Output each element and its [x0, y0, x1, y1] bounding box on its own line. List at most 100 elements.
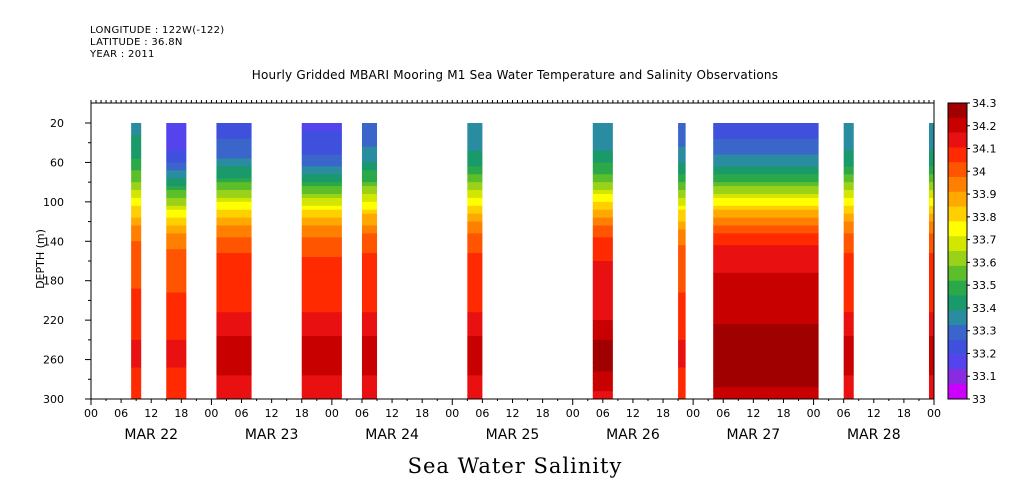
x-tick-label: 00 — [84, 407, 98, 420]
salinity-cell — [713, 261, 819, 266]
salinity-cell — [843, 178, 854, 183]
salinity-cell — [467, 343, 483, 349]
salinity-cell — [843, 201, 854, 207]
salinity-cell — [131, 276, 142, 282]
salinity-cell — [131, 197, 142, 203]
salinity-cell — [467, 324, 483, 329]
salinity-cell — [713, 367, 819, 372]
salinity-cell — [216, 221, 252, 227]
salinity-cell — [361, 304, 378, 309]
salinity-cell — [678, 395, 686, 400]
salinity-cell — [216, 292, 252, 297]
salinity-cell — [216, 142, 252, 148]
salinity-cell — [166, 233, 187, 238]
x-tick-label: 18 — [897, 407, 911, 420]
salinity-cell — [592, 272, 613, 278]
y-tick-label: 260 — [43, 354, 64, 367]
salinity-cell — [301, 209, 342, 215]
salinity-cell — [678, 339, 686, 345]
colorbar-label: 33.3 — [972, 325, 997, 338]
salinity-cell — [216, 197, 252, 203]
salinity-cell — [301, 146, 342, 152]
salinity-cell — [467, 296, 483, 301]
salinity-cell — [166, 186, 187, 191]
salinity-cell — [592, 261, 613, 266]
salinity-cell — [592, 367, 613, 372]
salinity-cell — [166, 142, 187, 148]
salinity-cell — [301, 375, 342, 380]
salinity-cell — [843, 261, 854, 266]
salinity-cell — [166, 170, 187, 175]
x-tick-label: 06 — [475, 407, 489, 420]
salinity-cell — [166, 280, 187, 286]
salinity-cell — [131, 343, 142, 349]
salinity-cell — [713, 201, 819, 207]
salinity-cell — [678, 162, 686, 167]
salinity-cell — [301, 280, 342, 286]
salinity-cell — [216, 229, 252, 234]
salinity-cell — [467, 249, 483, 254]
salinity-cell — [361, 308, 378, 313]
x-tick-label: 06 — [355, 407, 369, 420]
y-tick-label: 180 — [43, 275, 64, 288]
colorbar-swatch — [948, 295, 967, 311]
day-label: MAR 27 — [727, 427, 781, 443]
salinity-cell — [713, 391, 819, 396]
salinity-cell — [928, 379, 934, 384]
salinity-cell — [166, 221, 187, 227]
salinity-cell — [592, 186, 613, 191]
salinity-cell — [843, 296, 854, 301]
day-label: MAR 23 — [245, 427, 299, 443]
salinity-cell — [928, 186, 934, 191]
salinity-cell — [131, 272, 142, 278]
salinity-cell — [467, 130, 483, 136]
salinity-cell — [928, 288, 934, 294]
x-tick-label: 06 — [114, 407, 128, 420]
salinity-cell — [467, 158, 483, 163]
salinity-cell — [131, 284, 142, 290]
salinity-cell — [166, 359, 187, 365]
salinity-cell — [843, 292, 854, 297]
salinity-cell — [928, 324, 934, 329]
salinity-cell — [713, 123, 819, 128]
salinity-cell — [166, 178, 187, 183]
salinity-cell — [361, 312, 378, 317]
salinity-cell — [216, 193, 252, 199]
salinity-cell — [928, 257, 934, 262]
salinity-cell — [361, 257, 378, 262]
salinity-cell — [216, 209, 252, 215]
salinity-cell — [131, 383, 142, 388]
salinity-cell — [843, 186, 854, 191]
salinity-cell — [843, 335, 854, 341]
salinity-cell — [678, 178, 686, 183]
salinity-cell — [713, 351, 819, 357]
salinity-cell — [713, 221, 819, 227]
salinity-cell — [216, 213, 252, 219]
salinity-cell — [843, 363, 854, 368]
salinity-cell — [592, 158, 613, 163]
salinity-cell — [713, 213, 819, 219]
salinity-cell — [928, 375, 934, 380]
salinity-cell — [592, 280, 613, 286]
salinity-cell — [361, 288, 378, 294]
salinity-cell — [678, 391, 686, 396]
salinity-cell — [301, 276, 342, 282]
salinity-cell — [131, 253, 142, 258]
salinity-cell — [713, 296, 819, 301]
salinity-cell — [843, 221, 854, 227]
x-tick-label: 12 — [385, 407, 399, 420]
salinity-cell — [678, 257, 686, 262]
salinity-cell — [678, 174, 686, 179]
salinity-cell — [678, 316, 686, 321]
salinity-cell — [166, 205, 187, 211]
salinity-cell — [713, 331, 819, 337]
salinity-cell — [928, 162, 934, 167]
salinity-cell — [843, 130, 854, 136]
salinity-cell — [361, 328, 378, 333]
salinity-cell — [928, 320, 934, 325]
day-label: MAR 22 — [124, 427, 178, 443]
salinity-cell — [301, 166, 342, 171]
salinity-cell — [713, 347, 819, 353]
salinity-cell — [301, 304, 342, 309]
salinity-cell — [467, 351, 483, 357]
